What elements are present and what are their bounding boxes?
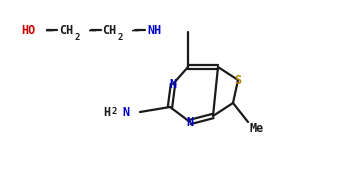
Text: N: N: [122, 107, 130, 120]
Text: HO: HO: [21, 24, 35, 37]
Text: Me: Me: [250, 121, 264, 134]
Text: CH: CH: [102, 24, 116, 37]
Text: 2: 2: [74, 33, 80, 42]
Text: —: —: [89, 24, 97, 37]
Text: N: N: [187, 116, 194, 129]
Text: CH: CH: [59, 24, 73, 37]
Text: NH: NH: [147, 24, 161, 37]
Text: 2: 2: [111, 107, 117, 116]
Text: H: H: [103, 107, 110, 120]
Text: —: —: [46, 24, 54, 37]
Text: —: —: [132, 24, 139, 37]
Text: 2: 2: [117, 33, 123, 42]
Text: N: N: [169, 78, 177, 90]
Text: S: S: [235, 74, 241, 86]
